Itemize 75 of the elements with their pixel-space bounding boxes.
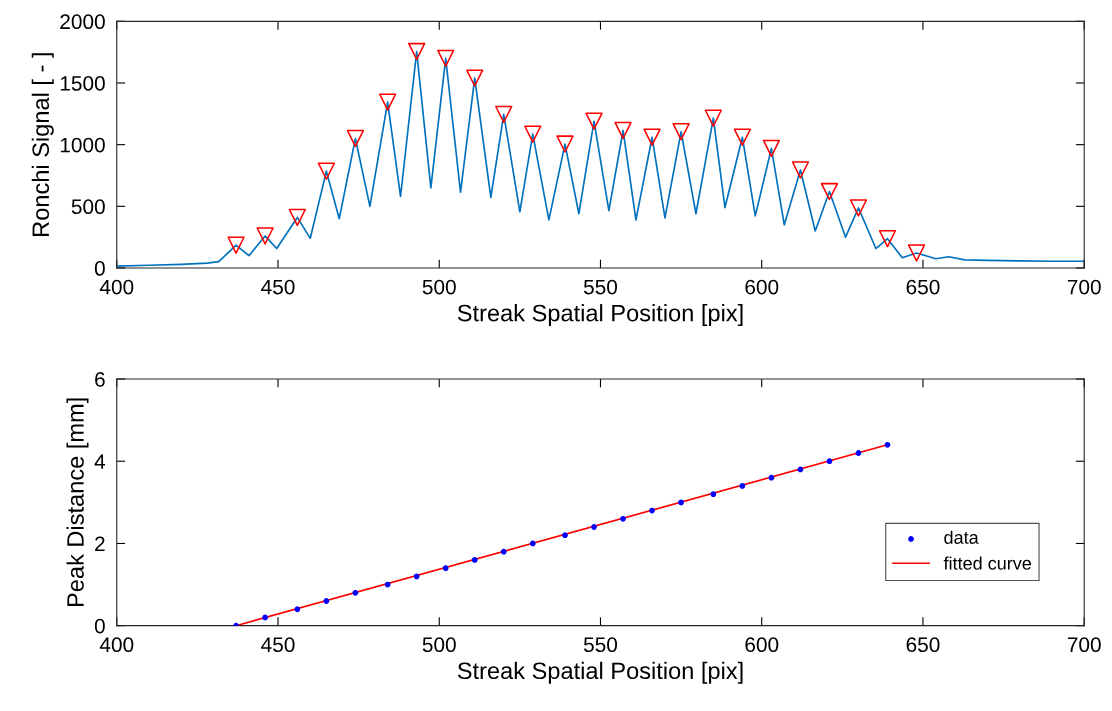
point [317,162,336,180]
y-tick-label: 1000 [60,137,105,153]
point [562,532,568,539]
y-tick-label: 0 [94,618,105,634]
point [878,229,897,248]
point [739,483,746,489]
point [294,606,301,613]
point [352,589,359,596]
point [529,540,536,547]
y-tick-label: 500 [71,199,105,215]
point [585,112,603,130]
point [768,474,775,481]
point [591,524,597,530]
legend-label: fitted curve [943,556,1032,570]
point [820,182,839,201]
point [500,548,507,555]
point [466,69,484,87]
point [413,573,420,580]
x-tick-label: 550 [583,279,618,295]
point [762,139,781,158]
point [643,128,661,146]
point [678,499,684,506]
x-tick-label: 600 [745,279,779,295]
y-tick-label: 2000 [60,14,105,30]
point [442,565,449,572]
legend-label: data [944,530,979,544]
point [384,581,391,588]
point [849,199,868,217]
point [495,105,513,124]
point [288,208,307,227]
x-tick-label: 600 [745,637,779,653]
point [556,135,574,153]
y-tick-label: 4 [94,454,106,469]
point [826,458,833,465]
y-tick-label: 0 [94,261,105,276]
point [704,109,723,127]
y-axis-title: Ronchi Signal [ - ] [31,53,54,236]
x-tick-label: 550 [583,637,618,653]
point [262,614,268,621]
x-tick-label: 400 [99,637,134,653]
point [710,491,717,498]
x-tick-label: 700 [1067,637,1101,653]
x-tick-label: 650 [906,637,940,653]
point [884,441,891,448]
point [524,125,542,143]
point [907,244,926,262]
point [471,557,478,563]
point [620,515,626,522]
point [614,121,632,140]
x-axis-title: Streak Spatial Position [pix] [457,661,743,684]
x-axis-title: Streak Spatial Position [pix] [457,304,743,327]
point [855,450,862,456]
y-axis-title: Peak Distance [mm] [66,398,89,607]
point [791,161,810,179]
y-tick-label: 1500 [60,76,105,91]
y-tick-label: 6 [95,372,105,387]
point [672,123,690,141]
point [407,42,426,61]
x-tick-label: 450 [261,279,295,295]
point [437,49,455,68]
x-tick-label: 450 [261,637,295,653]
point [346,129,365,148]
point [649,507,655,514]
point [733,128,752,146]
point [797,466,804,473]
x-tick-label: 500 [422,279,456,295]
x-tick-label: 650 [906,279,940,295]
point [378,93,397,111]
point [256,227,274,245]
point [227,236,245,254]
y-tick-label: 2 [95,536,105,551]
x-tick-label: 500 [422,637,456,653]
point [323,598,330,604]
x-tick-label: 400 [99,279,134,295]
x-tick-label: 700 [1067,279,1101,295]
